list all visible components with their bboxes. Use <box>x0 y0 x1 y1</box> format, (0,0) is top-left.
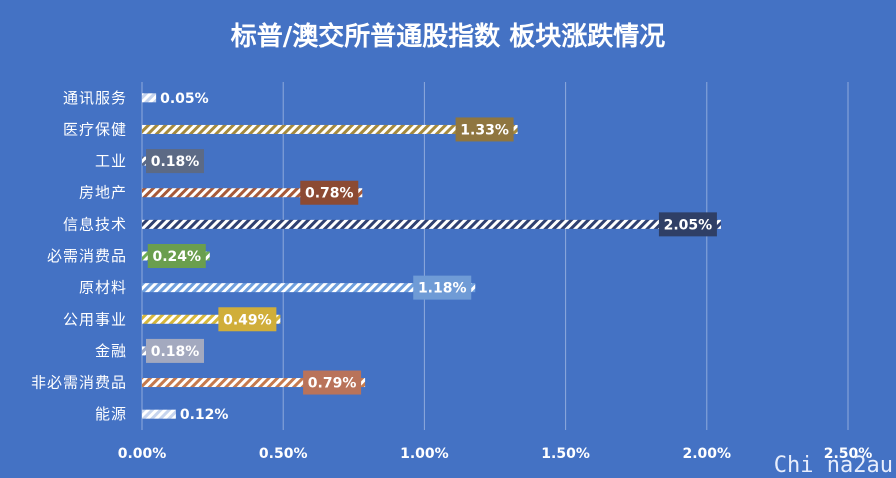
data-label-box <box>413 275 472 300</box>
bar <box>142 409 176 419</box>
data-label: 1.18% <box>418 281 467 297</box>
value-axis: 0.00% 0.50% 1.00% 1.50% 2.00% 2.50% <box>118 446 873 462</box>
x-tick-label: 0.50% <box>259 446 308 462</box>
x-tick-label: 1.50% <box>541 446 590 462</box>
data-label-box <box>218 307 277 332</box>
data-labels: 0.05% 1.33% 0.18% 0.78% 2.05% 0.24% 1.18% 0.49%… <box>146 91 717 423</box>
x-tick-label: 2.00% <box>683 446 732 462</box>
category-label: 金融 <box>95 342 127 360</box>
x-tick-label: 0.00% <box>118 446 167 462</box>
data-label: 0.79% <box>308 376 357 392</box>
data-label: 2.05% <box>664 217 713 233</box>
data-label-box <box>300 180 359 205</box>
data-label-box <box>455 117 514 142</box>
data-label: 1.33% <box>460 122 509 138</box>
gridlines <box>141 82 849 430</box>
category-label: 必需消费品 <box>47 247 127 265</box>
data-label-box <box>303 370 362 395</box>
data-label: 0.12% <box>180 407 229 423</box>
category-label: 原材料 <box>79 279 127 297</box>
category-label: 房地产 <box>79 184 127 202</box>
x-tick-label: 2.50% <box>824 446 873 462</box>
data-label-box <box>658 212 717 237</box>
category-label: 公用事业 <box>63 310 127 328</box>
x-tick-label: 1.00% <box>400 446 449 462</box>
data-label-box <box>146 338 204 363</box>
chart-title: 标普/澳交所普通股指数 板块涨跌情况 <box>231 21 666 52</box>
category-label: 能源 <box>95 405 127 423</box>
category-label: 医疗保健 <box>63 120 127 138</box>
bar <box>142 188 363 198</box>
data-label: 0.18% <box>151 344 200 360</box>
category-label: 信息技术 <box>63 215 127 233</box>
bar <box>142 93 157 103</box>
data-label: 0.18% <box>151 154 200 170</box>
bar <box>142 378 366 388</box>
category-label: 非必需消费品 <box>31 374 127 392</box>
watermark: Chi na2au <box>774 453 893 478</box>
category-label: 工业 <box>95 152 127 170</box>
data-label-box <box>147 244 206 268</box>
data-label: 0.78% <box>305 186 354 202</box>
data-label-box <box>146 149 204 174</box>
data-label: 0.05% <box>160 91 209 107</box>
category-label: 通讯服务 <box>63 89 127 107</box>
bar <box>142 314 281 324</box>
bar <box>142 219 721 229</box>
bar <box>142 283 476 293</box>
data-label: 0.49% <box>223 312 272 328</box>
bar <box>142 124 518 134</box>
data-label: 0.24% <box>152 249 201 265</box>
